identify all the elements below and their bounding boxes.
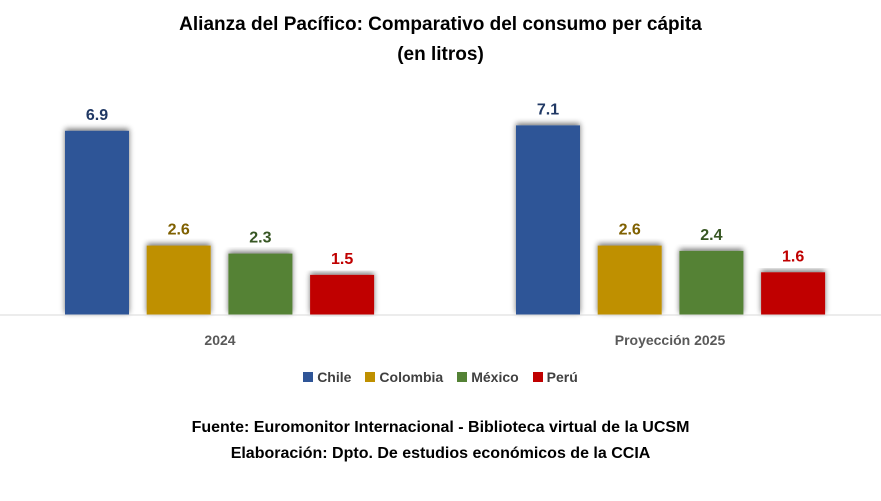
legend-swatch-mexico [457, 372, 468, 382]
legend-item-mexico: México [457, 369, 519, 385]
legend-item-peru: Perú [532, 369, 578, 385]
legend-label-colombia: Colombia [379, 369, 444, 385]
legend-label-chile: Chile [317, 369, 352, 385]
data-label-méxico-1: 2.4 [700, 227, 722, 244]
credit-note: Elaboración: Dpto. De estudios económico… [230, 445, 651, 462]
chart-title: Alianza del Pacífico: Comparativo del co… [179, 14, 702, 35]
bar-chart: 6.9 2.6 2.3 1.5 7.1 2.6 2.4 1.6 2024 Proyección… [0, 101, 881, 348]
bar-méxico-1 [679, 250, 744, 315]
legend-swatch-chile [303, 372, 314, 382]
data-label-perú-0: 1.5 [331, 251, 353, 268]
bar-chile-0 [65, 130, 129, 315]
bar-colombia-0 [146, 245, 211, 315]
bar-colombia-1 [597, 245, 662, 315]
bar-perú-1 [761, 272, 826, 315]
legend: Chile Colombia México Perú [0, 369, 881, 385]
legend-swatch-colombia [365, 372, 376, 382]
x-tick-label-0: 2024 [204, 332, 235, 348]
x-tick-label-1: Proyección 2025 [615, 332, 726, 348]
chart-subtitle: (en litros) [397, 44, 484, 65]
data-label-perú-1: 1.6 [782, 248, 804, 265]
legend-item-colombia: Colombia [365, 369, 443, 385]
legend-swatch-peru [532, 372, 543, 382]
legend-label-mexico: México [471, 369, 519, 385]
bar-chile-1 [516, 125, 580, 316]
legend-label-peru: Perú [546, 369, 578, 385]
data-label-chile-0: 6.9 [86, 107, 108, 124]
bar-perú-0 [310, 274, 375, 315]
bar-méxico-0 [228, 253, 293, 315]
data-label-méxico-0: 2.3 [249, 230, 271, 247]
source-note: Fuente: Euromonitor Internacional - Bibl… [191, 419, 690, 436]
data-label-colombia-1: 2.6 [619, 222, 641, 239]
data-label-chile-1: 7.1 [537, 101, 559, 118]
legend-item-chile: Chile [303, 369, 351, 385]
data-label-colombia-0: 2.6 [168, 222, 190, 239]
